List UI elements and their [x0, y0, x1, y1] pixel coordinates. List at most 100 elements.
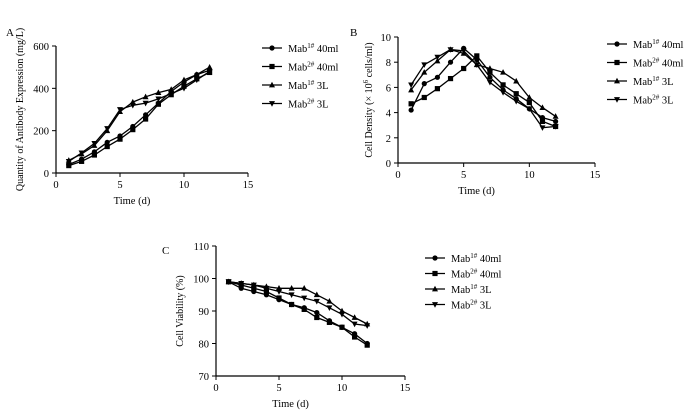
x-tick-label: 10	[524, 170, 535, 181]
y-tick-label: 110	[194, 242, 209, 253]
data-point	[513, 77, 520, 84]
legend-item: Mab2# 3L	[262, 98, 329, 111]
data-point	[143, 112, 149, 118]
data-point	[487, 74, 493, 80]
data-point	[225, 279, 232, 285]
legend-label: Mab2# 40ml	[451, 268, 502, 281]
data-point	[289, 301, 295, 308]
legend-marker	[614, 97, 620, 103]
data-point	[314, 310, 320, 316]
panel-label: B	[350, 27, 357, 39]
x-axis-label: Time (d)	[272, 399, 309, 410]
y-tick-label: 2	[386, 134, 391, 145]
data-point	[155, 96, 162, 103]
legend-item: Mab2# 3L	[607, 94, 674, 107]
data-point	[351, 314, 358, 320]
data-point	[421, 81, 427, 87]
data-point	[91, 140, 98, 147]
data-point	[104, 126, 111, 132]
data-point	[460, 48, 467, 55]
data-point	[486, 79, 493, 86]
data-point	[364, 342, 370, 348]
data-point	[421, 62, 428, 68]
data-point	[526, 99, 532, 106]
data-point	[288, 285, 295, 291]
legend-marker	[614, 77, 620, 84]
legend-marker	[432, 302, 438, 308]
y-tick-label: 200	[33, 127, 49, 138]
data-point	[130, 127, 136, 133]
x-tick-label: 5	[117, 180, 122, 191]
series-1	[408, 45, 559, 125]
data-point	[301, 306, 307, 312]
data-point	[486, 65, 493, 71]
series-3	[408, 46, 559, 119]
data-point	[142, 93, 149, 100]
y-tick-label: 0	[44, 169, 49, 180]
legend-marker	[432, 285, 438, 292]
x-tick-label: 10	[337, 383, 348, 394]
data-point	[408, 101, 414, 107]
panel-c: C 0 5 10 15 70 80 90 100 110 Time (d) Cell Viabilit…	[162, 242, 502, 410]
legend-label: Mab2# 40ml	[633, 57, 684, 70]
data-point	[143, 116, 149, 122]
data-point	[434, 74, 440, 80]
data-point	[513, 91, 519, 97]
legend-marker	[269, 63, 275, 70]
data-point	[193, 77, 200, 84]
panel-label: A	[6, 27, 14, 39]
y-tick-label: 0	[386, 159, 391, 170]
data-point	[447, 75, 454, 82]
data-point	[447, 47, 454, 53]
data-point	[142, 100, 149, 107]
data-point	[500, 90, 507, 96]
y-tick-label: 4	[386, 109, 392, 120]
x-tick-label: 15	[400, 383, 411, 394]
data-point	[155, 89, 162, 95]
data-point	[351, 321, 358, 328]
data-point	[168, 91, 175, 97]
y-tick-label: 80	[199, 340, 210, 351]
y-tick-label: 90	[199, 307, 210, 318]
panel-label: C	[162, 245, 169, 257]
data-point	[288, 292, 295, 298]
series-2	[408, 53, 559, 130]
data-point	[117, 136, 123, 142]
legend-item: Mab1# 40ml	[425, 252, 502, 265]
legend-label: Mab1# 40ml	[451, 252, 502, 265]
y-tick-label: 600	[33, 42, 49, 53]
data-point	[364, 323, 371, 329]
series-4	[225, 279, 371, 329]
data-point	[276, 295, 282, 301]
legend-marker	[269, 101, 275, 107]
series-1	[226, 279, 370, 347]
legend-item: Mab2# 40ml	[425, 268, 502, 281]
legend-label: Mab1# 40ml	[288, 42, 339, 55]
x-tick-label: 0	[213, 383, 218, 394]
data-point	[487, 69, 493, 75]
data-point	[421, 69, 428, 75]
data-point	[313, 291, 320, 298]
data-point	[193, 71, 200, 77]
data-point	[408, 82, 415, 89]
legend-label: Mab2# 3L	[288, 98, 329, 111]
data-point	[326, 319, 332, 325]
data-point	[539, 118, 546, 125]
series-4	[408, 47, 559, 131]
data-point	[314, 314, 320, 321]
legend-label: Mab1# 3L	[288, 79, 329, 92]
y-tick-label: 100	[193, 275, 209, 286]
legend-item: Mab2# 40ml	[262, 61, 339, 74]
data-point	[408, 107, 414, 113]
y-tick-label: 8	[386, 58, 391, 69]
legend-item: Mab1# 3L	[607, 75, 674, 88]
data-point	[526, 106, 533, 113]
data-point	[181, 85, 187, 92]
x-tick-label: 0	[395, 170, 400, 181]
y-tick-label: 70	[199, 372, 210, 383]
data-point	[553, 118, 559, 125]
legend-marker	[269, 45, 275, 51]
legend-label: Mab1# 40ml	[633, 38, 684, 51]
series-line	[68, 69, 210, 166]
